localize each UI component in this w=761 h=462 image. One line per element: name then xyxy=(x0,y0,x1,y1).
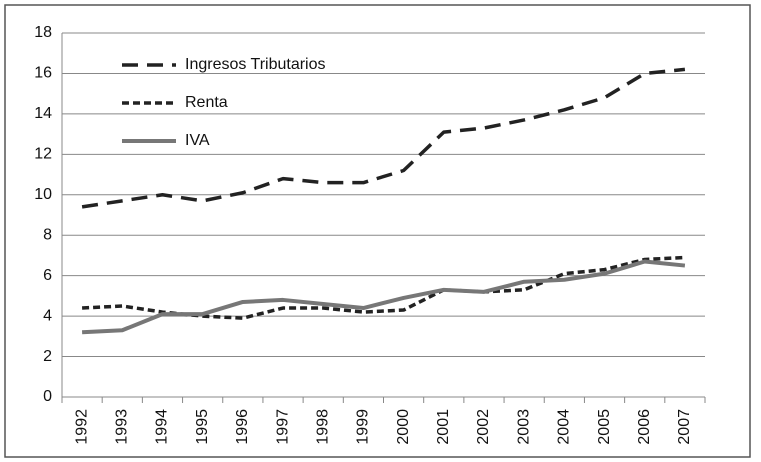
x-tick-label: 2005 xyxy=(596,409,613,445)
y-tick-label: 0 xyxy=(43,388,52,405)
y-tick-label: 14 xyxy=(34,105,52,122)
y-tick-label: 6 xyxy=(43,267,52,284)
x-tick-label: 2002 xyxy=(475,409,492,445)
x-tick-label: 2000 xyxy=(395,409,412,445)
series-line xyxy=(81,67,686,209)
x-tick-label: 1998 xyxy=(314,409,331,445)
x-tick-label: 2004 xyxy=(556,409,573,445)
chart-border xyxy=(4,4,751,458)
y-tick-label: 16 xyxy=(34,65,52,82)
x-tick-label: 2006 xyxy=(636,409,653,445)
x-tick-label: 1995 xyxy=(194,409,211,445)
y-tick-label: 10 xyxy=(34,186,52,203)
legend-label: Ingresos Tributarios xyxy=(185,56,326,73)
legend-label: IVA xyxy=(185,132,210,149)
x-tick-label: 1996 xyxy=(234,409,251,445)
x-tick-label: 1993 xyxy=(114,409,131,445)
legend-label: Renta xyxy=(185,94,228,111)
y-tick-label: 12 xyxy=(34,146,52,163)
x-tick-label: 2001 xyxy=(435,409,452,445)
y-tick-label: 4 xyxy=(43,307,52,324)
y-tick-label: 2 xyxy=(43,348,52,365)
y-tick-label: 18 xyxy=(34,24,52,41)
y-tick-label: 8 xyxy=(43,226,52,243)
x-tick-label: 1997 xyxy=(274,409,291,445)
x-tick-label: 1992 xyxy=(73,409,90,445)
x-tick-label: 2007 xyxy=(676,409,693,445)
x-tick-label: 2003 xyxy=(515,409,532,445)
series-line xyxy=(81,259,686,335)
x-tick-label: 1994 xyxy=(154,409,171,445)
x-tick-label: 1999 xyxy=(355,409,372,445)
